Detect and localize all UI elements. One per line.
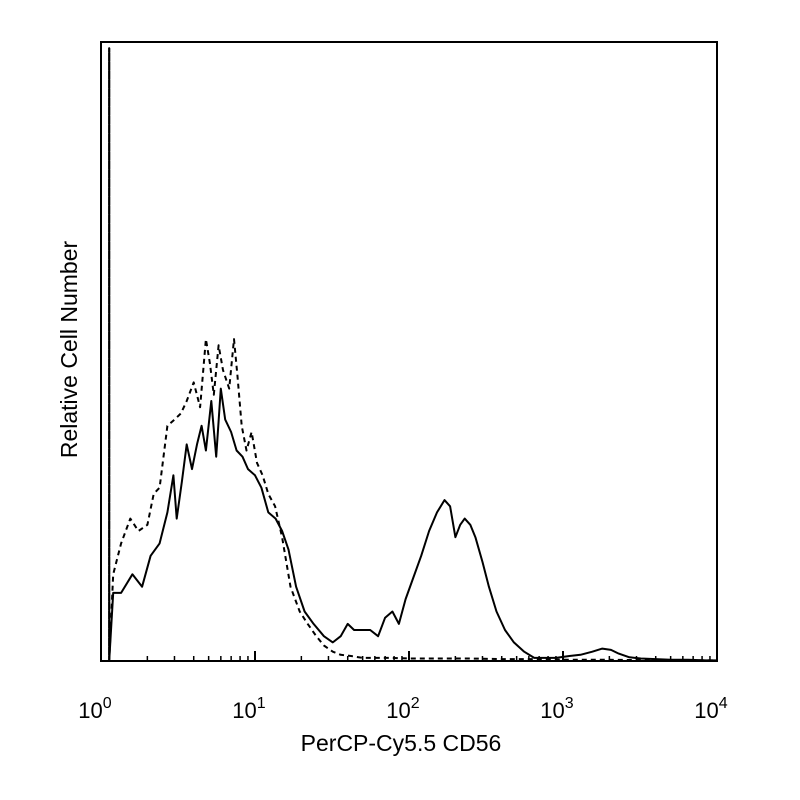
- x-tick-label: 101: [232, 695, 265, 723]
- x-tick-label: 104: [694, 695, 727, 723]
- y-axis-title: Relative Cell Number: [56, 241, 82, 459]
- x-tick-label: 100: [78, 695, 111, 723]
- plot-area: [108, 47, 717, 662]
- histogram-series-solid: [108, 47, 717, 662]
- x-tick-label: 102: [386, 695, 419, 723]
- x-tick-label: 103: [540, 695, 573, 723]
- histogram-series-dashed: [108, 47, 717, 662]
- plot-frame: [100, 41, 718, 662]
- x-axis-title: PerCP-Cy5.5 CD56: [301, 730, 502, 756]
- x-axis: 100 101 102 103 104: [78, 651, 728, 723]
